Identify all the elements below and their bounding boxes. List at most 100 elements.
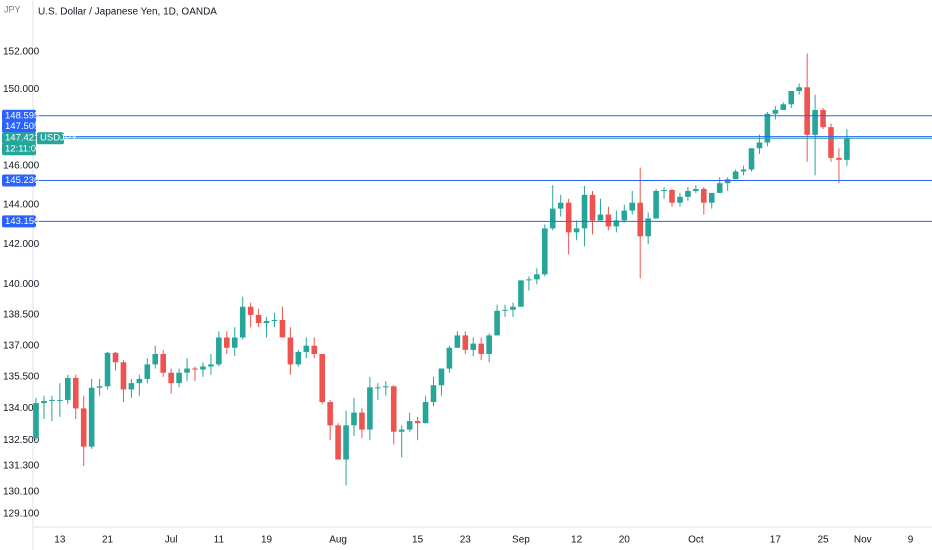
x-tick-label: Aug (329, 535, 347, 546)
candle-body (438, 368, 445, 386)
countdown-label-box (2, 143, 36, 156)
level-label-box (2, 174, 36, 187)
x-tick-label: 19 (261, 535, 273, 546)
candle-body (120, 362, 127, 390)
candle-body (772, 109, 779, 114)
candle-body (390, 386, 397, 432)
x-tick-label: Nov (854, 535, 872, 546)
candle-body (597, 214, 604, 221)
level-label: 143.156 (5, 216, 39, 227)
candle-body (192, 368, 198, 370)
candle-body (502, 309, 508, 311)
candle-body (685, 190, 691, 197)
candle-body (80, 408, 87, 447)
x-tick-label: Jul (165, 535, 178, 546)
level-label-box (2, 120, 36, 133)
candle-body (295, 351, 302, 365)
chart-title[interactable]: U.S. Dollar / Japanese Yen, 1D, OANDA (38, 7, 217, 18)
last-price-label-box (2, 132, 36, 145)
candle-body (303, 345, 310, 352)
candle-body (414, 421, 421, 424)
candle-body (494, 310, 500, 336)
candle-body (176, 372, 182, 384)
candle-body (693, 189, 699, 191)
candle-body (462, 335, 469, 350)
candle-body (239, 306, 246, 338)
candle-body (732, 171, 739, 180)
candle-body (740, 169, 747, 172)
candle-body (104, 352, 111, 387)
level-label-box (2, 215, 36, 228)
level-label-box (2, 109, 36, 122)
candle-body (255, 314, 262, 324)
candle-body (319, 353, 325, 403)
candle-body (144, 364, 151, 379)
candle-body (152, 353, 159, 365)
candle-body (621, 210, 628, 221)
candle-body (510, 306, 516, 310)
y-tick-label: 137.000 (3, 340, 40, 351)
x-tick-label: 25 (817, 535, 829, 546)
candle-body (96, 386, 103, 388)
candle-body (549, 208, 556, 229)
x-tick-label: 23 (460, 535, 472, 546)
candle-body (375, 387, 381, 389)
candle-body (168, 372, 174, 384)
candle-body (748, 148, 755, 170)
candle-body (534, 274, 540, 280)
candle-body (359, 412, 365, 430)
candle-body (263, 321, 270, 324)
candle-body (756, 142, 763, 149)
candle-body (406, 421, 413, 430)
x-tick-label: 12 (571, 535, 583, 546)
candle-body (184, 368, 190, 373)
candle-body (820, 109, 826, 128)
y-tick-label: 152.000 (3, 46, 40, 57)
candle-body (398, 429, 405, 432)
y-tick-label: 144.000 (3, 199, 40, 210)
candle-body (224, 337, 230, 348)
y-tick-label: 131.300 (3, 461, 40, 472)
candle-body (581, 194, 588, 229)
candle-body (136, 378, 143, 384)
candle-body (605, 214, 612, 227)
candle-body (788, 91, 795, 105)
candle-body (367, 387, 373, 430)
candle-body (780, 104, 787, 110)
candle-body (486, 335, 492, 354)
candle-body (796, 87, 802, 92)
candle-body (454, 335, 461, 348)
candle-body (247, 306, 254, 315)
candle-body (351, 412, 357, 426)
candle-body (645, 218, 651, 237)
candle-body (661, 189, 667, 191)
candle-body (57, 399, 63, 401)
candle-body (677, 196, 683, 203)
candle-body (422, 402, 429, 424)
candle-body (112, 352, 119, 363)
currency-label: JPY (4, 4, 21, 14)
candle-body (828, 127, 834, 158)
symbol-label: USDJPY (40, 133, 78, 144)
candle-body (844, 138, 850, 160)
candle-body (701, 189, 707, 203)
candle-body (343, 425, 349, 460)
level-label: 148.595 (5, 110, 39, 121)
candle-body (216, 337, 222, 365)
countdown-label: 12:11:03 (5, 144, 41, 155)
y-tick-label: 134.000 (3, 403, 40, 414)
candle-body (88, 387, 95, 447)
candle-body (311, 345, 318, 354)
candle-body (836, 157, 842, 160)
y-tick-label: 140.000 (3, 279, 40, 290)
candle-body (613, 220, 620, 227)
x-tick-label: 11 (214, 535, 225, 546)
x-tick-label: Oct (688, 535, 704, 546)
candle-body (279, 320, 286, 338)
y-tick-label: 135.500 (3, 372, 40, 383)
x-tick-label: 21 (102, 535, 114, 546)
candle-body (526, 279, 532, 281)
candle-body (49, 399, 55, 402)
